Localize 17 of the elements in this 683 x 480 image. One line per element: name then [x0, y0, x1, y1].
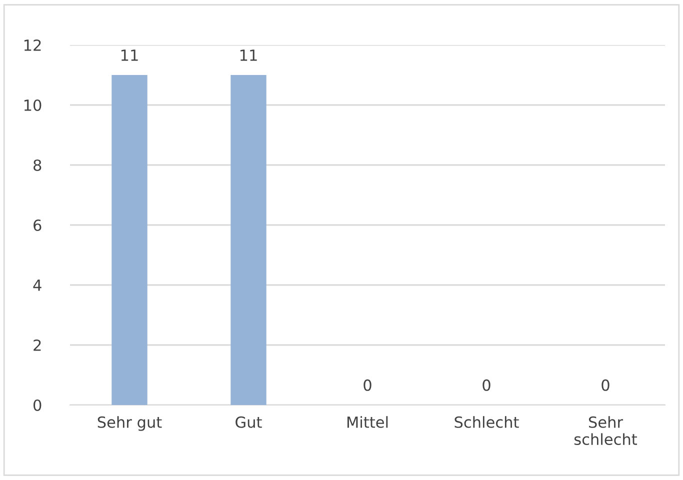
y-tick-label: 10: [24, 99, 42, 112]
y-tick-label: 2: [34, 339, 41, 351]
y-tick-label: 0: [34, 399, 42, 412]
x-tick-label: Sehr schlecht: [574, 416, 638, 446]
y-tick-label: 4: [33, 280, 42, 291]
y-tick-label: 12: [24, 39, 41, 51]
x-tick-label: Schlecht: [454, 416, 519, 428]
x-tick-label: Mittel: [347, 416, 388, 428]
data-label: 0: [364, 379, 372, 391]
data-label: 11: [121, 50, 138, 61]
y-tick-label: 8: [34, 159, 42, 172]
x-tick-label: Gut: [236, 416, 262, 428]
data-label: 0: [602, 379, 610, 391]
data-label: 0: [482, 379, 490, 391]
x-tick-label: Sehr gut: [98, 416, 162, 431]
data-label: 11: [240, 50, 257, 61]
y-tick-label: 6: [34, 219, 42, 232]
